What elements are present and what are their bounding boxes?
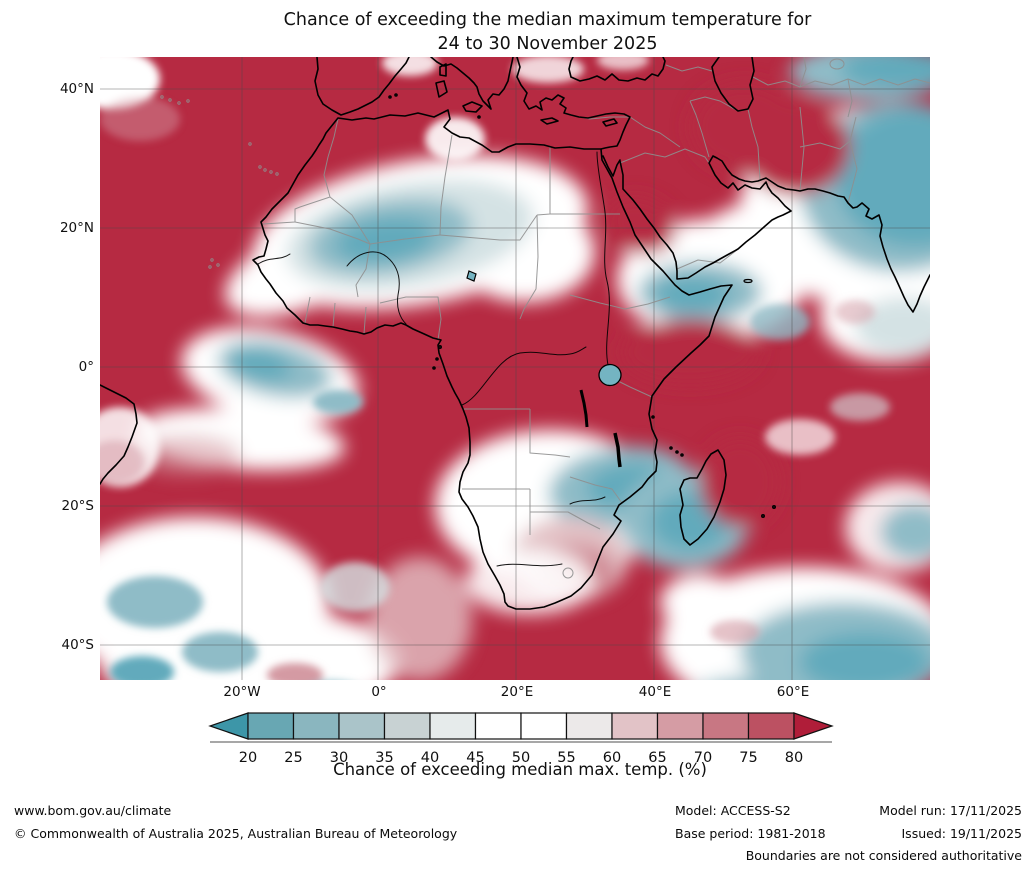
colorbar-tick-label: 75 <box>739 750 757 766</box>
colorbar-tick-label: 55 <box>557 750 575 766</box>
lon-axis-label: 0° <box>371 684 387 700</box>
title-line-2: 24 to 30 November 2025 <box>437 34 658 54</box>
lon-axis-label: 40°E <box>638 684 672 700</box>
colorbar-segment <box>656 712 704 740</box>
footer-model: Model: ACCESS-S2 <box>675 803 791 818</box>
lat-axis-label: 20°N <box>59 220 94 236</box>
footer-issued: Issued: 19/11/2025 <box>901 826 1023 841</box>
colorbar-segment <box>292 712 340 740</box>
colorbar-tick-label: 45 <box>466 750 484 766</box>
colorbar-tick-label: 35 <box>375 750 393 766</box>
colorbar-label: Chance of exceeding median max. temp. (%… <box>333 760 707 779</box>
lat-axis-label: 40°S <box>61 637 95 653</box>
coast-brazil <box>99 384 138 485</box>
colorbar-arrow-right <box>793 712 834 740</box>
coast-africa <box>252 109 733 610</box>
graticule <box>100 57 930 680</box>
colorbar-segment <box>520 712 568 740</box>
coast-iberia <box>314 56 410 116</box>
colorbar-segment <box>383 712 431 740</box>
footer-url: www.bom.gov.au/climate <box>14 803 172 818</box>
rivers <box>257 151 610 567</box>
chart-title: Chance of exceeding the median maximum t… <box>60 8 1035 56</box>
coast-madagascar <box>679 449 727 546</box>
lat-axis-label: 20°S <box>61 498 95 514</box>
colorbar-segment <box>429 712 477 740</box>
colorbar-segment <box>611 712 659 740</box>
coast-black-sea <box>568 56 666 82</box>
colorbar-tick-label: 20 <box>239 750 257 766</box>
coast-arabia-india <box>619 155 931 313</box>
colorbar-tick-label: 60 <box>603 750 621 766</box>
coast-italy <box>430 56 514 110</box>
colorbar-segment <box>338 712 386 740</box>
lat-axis-label: 40°N <box>59 81 94 97</box>
footer-base-period: Base period: 1981-2018 <box>675 826 826 841</box>
lon-axis-label: 60°E <box>776 684 810 700</box>
footer-copyright: © Commonwealth of Australia 2025, Austra… <box>14 826 458 841</box>
colorbar-arrow-left <box>208 712 249 740</box>
lon-axis-label: 20°W <box>223 684 261 700</box>
colorbar-svg: 20 25 30 35 40 45 50 55 60 65 70 75 80 <box>208 712 834 766</box>
title-line-1: Chance of exceeding the median maximum t… <box>283 10 812 30</box>
coast-sinai <box>602 155 621 177</box>
footer-disclaimer: Boundaries are not considered authoritat… <box>745 848 1022 863</box>
weather-map-svg <box>60 44 1000 740</box>
map-panel <box>60 44 1000 740</box>
coast-caspian <box>711 56 755 112</box>
colorbar-tick-label: 70 <box>694 750 712 766</box>
coast-balkans-turkey <box>516 56 631 150</box>
coastlines <box>99 56 931 610</box>
footer-model-run: Model run: 17/11/2025 <box>879 803 1022 818</box>
colorbar-tick-label: 80 <box>785 750 803 766</box>
colorbar: 20 25 30 35 40 45 50 55 60 65 70 75 80 <box>205 708 853 770</box>
colorbar-segment <box>247 712 295 740</box>
colorbar-segment <box>702 712 750 740</box>
colorbar-segment <box>747 712 795 740</box>
colorbar-tick-label: 30 <box>330 750 348 766</box>
lakes <box>466 270 622 468</box>
colorbar-tick-label: 50 <box>512 750 530 766</box>
colorbar-tick-label: 25 <box>284 750 302 766</box>
colorbar-segment <box>474 712 522 740</box>
colorbar-segment <box>565 712 613 740</box>
colorbar-tick-label: 65 <box>648 750 666 766</box>
lon-axis-label: 20°E <box>500 684 534 700</box>
colorbar-tick-label: 40 <box>421 750 439 766</box>
lat-axis-label: 0° <box>78 359 94 375</box>
